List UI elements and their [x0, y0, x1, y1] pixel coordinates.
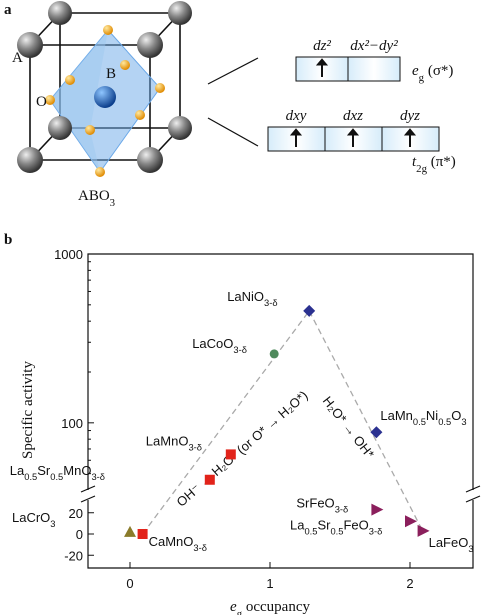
point-label: LaFeO3 [429, 535, 474, 554]
text-part: CaMnO [149, 534, 194, 549]
panel-label: a [4, 2, 12, 18]
text-part: La [290, 517, 305, 532]
y-axis-label: Specific activity [20, 361, 36, 459]
b-site [94, 86, 116, 108]
text-part: 3 [461, 417, 466, 427]
point [124, 526, 136, 537]
point [138, 529, 148, 539]
text-part: LaMn [380, 408, 413, 423]
text-part: 0.5 [304, 526, 317, 536]
text-part: (π*) [427, 154, 456, 170]
point [205, 475, 215, 485]
site-label: A [12, 50, 23, 66]
x-tick-label: 2 [406, 576, 413, 591]
t2g-label: t2g (π*) [412, 154, 456, 175]
text-part: LaCoO [192, 336, 233, 351]
point [303, 305, 315, 317]
t2g-box [268, 127, 439, 151]
text-part: 2g [416, 163, 427, 175]
figure: a A O B ABO3 dz² dx²−dy² eg (σ*) dxy dxz… [0, 0, 488, 615]
panel-label: b [4, 232, 12, 248]
y-tick-label: 100 [61, 416, 83, 431]
point-label: LaMnO3-δ [146, 433, 202, 452]
orbital: dx²−dy² [350, 38, 398, 54]
text-part: O [451, 408, 461, 423]
text-part: (σ*) [424, 63, 453, 79]
text-part: LaFeO [429, 535, 469, 550]
text-part: 3-δ [369, 526, 383, 536]
point-label: La0.5Sr0.5FeO3-δ [290, 517, 382, 536]
point-label: CaMnO3-δ [149, 534, 207, 553]
orbital: dxy [286, 108, 307, 124]
point [226, 449, 236, 459]
text-part: SrFeO [296, 496, 334, 511]
orbital: dyz [400, 108, 420, 124]
text-part: 3 [468, 544, 473, 554]
text-part: ABO [78, 188, 110, 204]
point [371, 504, 383, 516]
point-label: LaMn0.5Ni0.5O3 [380, 408, 466, 427]
text-part: 3-δ [188, 442, 202, 452]
site-label: O [36, 94, 47, 110]
point-label: La0.5Sr0.5MnO3-δ [10, 463, 105, 482]
axis-frame [88, 254, 473, 490]
connectors [208, 58, 258, 146]
x-tick-label: 1 [266, 576, 273, 591]
eg-label: eg (σ*) [412, 63, 453, 84]
text-part: Sr [317, 517, 331, 532]
point-label: SrFeO3-δ [296, 496, 348, 515]
page: a A O B ABO3 dz² dx²−dy² eg (σ*) dxy dxz… [0, 0, 488, 615]
orbital: dz² [313, 38, 331, 54]
formula: ABO3 [78, 188, 115, 209]
y-tick-label: -20 [64, 548, 83, 563]
text-part: 0.5 [438, 417, 451, 427]
site-label: B [106, 66, 116, 82]
text-part: FeO [343, 517, 368, 532]
text-part: LaCrO [12, 510, 50, 525]
text-part: La [10, 463, 25, 478]
y-tick-label: 0 [76, 527, 83, 542]
text-part: MnO [63, 463, 91, 478]
text-part: 3-δ [264, 298, 278, 308]
text-part: 3-δ [335, 505, 349, 515]
text-part: Sr [37, 463, 51, 478]
text-part: 3 [110, 197, 115, 209]
text-part: LaNiO [227, 289, 264, 304]
text-part: 3-δ [233, 345, 247, 355]
orbital: dxz [343, 108, 363, 124]
text-part: occupancy [242, 599, 310, 615]
y-tick-label: 1000 [54, 247, 83, 262]
text-part: 3-δ [91, 472, 105, 482]
point-label: LaNiO3-δ [227, 289, 277, 308]
x-axis-label: eg occupancy [230, 599, 310, 615]
point [270, 349, 279, 358]
eg-box [296, 57, 400, 81]
text-part: 3-δ [193, 543, 207, 553]
text-part: 0.5 [50, 472, 63, 482]
point [370, 426, 382, 438]
text-part: 0.5 [24, 472, 37, 482]
text-part: 0.5 [413, 417, 426, 427]
x-tick-label: 0 [126, 576, 133, 591]
point-label: LaCrO3 [12, 510, 56, 529]
y-tick-label: 20 [69, 506, 83, 521]
text-part: 0.5 [330, 526, 343, 536]
text-part: LaMnO [146, 433, 189, 448]
point-label: LaCoO3-δ [192, 336, 247, 355]
text-part: 3 [50, 519, 55, 529]
text-part: Ni [426, 408, 438, 423]
